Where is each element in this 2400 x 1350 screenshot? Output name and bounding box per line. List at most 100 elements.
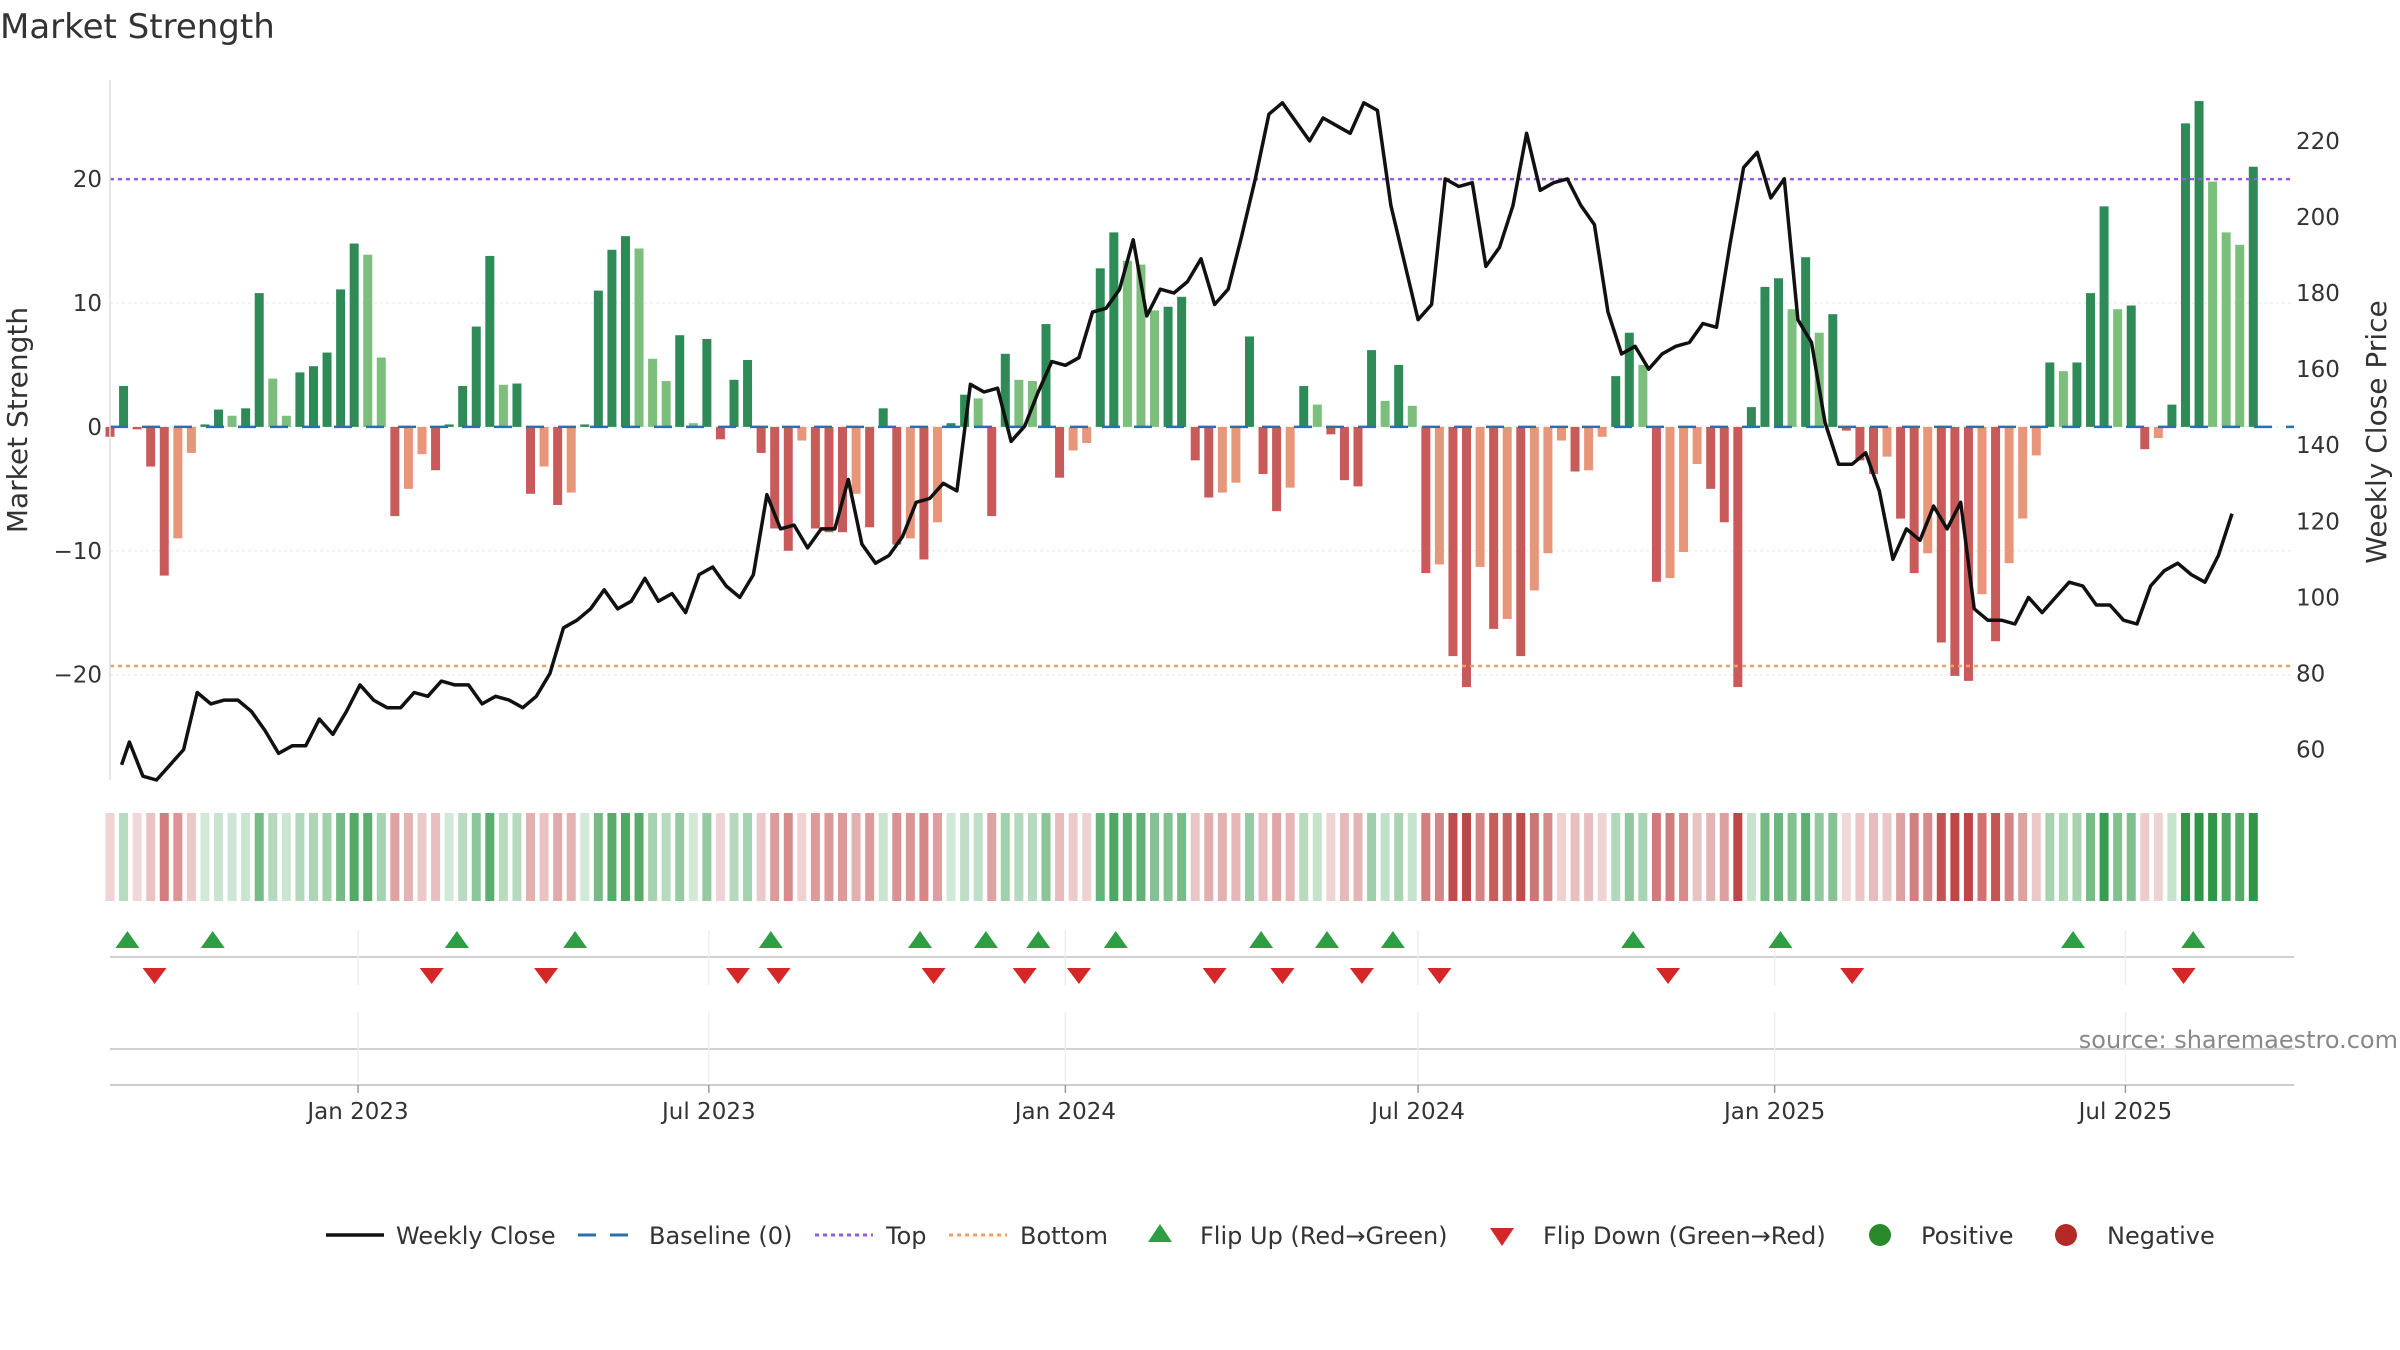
strength-bar xyxy=(783,426,793,551)
strength-bar xyxy=(932,426,942,523)
strength-bar xyxy=(1692,426,1702,465)
strength-bar xyxy=(119,386,129,427)
strength-bar xyxy=(1787,309,1797,427)
heat-cell xyxy=(1719,813,1729,901)
strength-bar xyxy=(1326,426,1336,435)
heat-cell xyxy=(1150,813,1160,901)
heat-cell xyxy=(702,813,712,901)
heat-cell xyxy=(634,813,644,901)
strength-bar xyxy=(159,426,169,576)
heat-cell xyxy=(159,813,169,901)
strength-bar xyxy=(363,254,373,427)
heat-cell xyxy=(363,813,373,901)
source-credit: source: sharemaestro.com xyxy=(2079,1026,2398,1054)
heat-cell xyxy=(1217,813,1227,901)
strength-bar xyxy=(146,426,156,467)
heat-cell xyxy=(105,813,115,901)
strength-bar xyxy=(1000,353,1010,427)
heat-cell xyxy=(797,813,807,901)
flip-up-marker xyxy=(563,931,588,948)
strength-bar xyxy=(2153,426,2163,439)
strength-bar xyxy=(1014,379,1024,427)
strength-bar xyxy=(1177,296,1187,427)
heat-cell xyxy=(1204,813,1214,901)
heat-cell xyxy=(1556,813,1566,901)
strength-bar xyxy=(2167,404,2177,427)
heat-cell xyxy=(241,813,251,901)
heat-cell xyxy=(1285,813,1295,901)
heat-cell xyxy=(1177,813,1187,901)
strength-bar xyxy=(1394,364,1404,427)
strength-bar xyxy=(1977,426,1987,595)
strength-bar xyxy=(1163,306,1173,427)
strength-bars xyxy=(105,101,2258,688)
strength-bar xyxy=(1936,426,1946,643)
flip-down-marker xyxy=(1840,968,1865,984)
heat-cell xyxy=(295,813,305,901)
strength-heat-strip xyxy=(105,813,2258,901)
heat-cell xyxy=(1936,813,1946,901)
strength-bar xyxy=(688,423,698,427)
heat-cell xyxy=(526,813,536,901)
strength-bar xyxy=(743,360,753,427)
heat-cell xyxy=(1611,813,1621,901)
heat-cell xyxy=(1760,813,1770,901)
heat-cell xyxy=(1665,813,1675,901)
heat-cell xyxy=(661,813,671,901)
x-axis: Jan 2023 Jul 2023 Jan 2024 Jul 2024 Jan 2025… xyxy=(110,1084,2294,1125)
strength-bar xyxy=(1909,426,1919,574)
strength-bar xyxy=(661,381,671,427)
strength-bar xyxy=(458,386,468,427)
heat-cell xyxy=(1963,813,1973,901)
weekly-close-series xyxy=(119,101,2234,782)
heat-cell xyxy=(770,813,780,901)
strength-bar xyxy=(770,426,780,529)
strength-bar xyxy=(295,372,305,427)
heat-cell xyxy=(539,813,549,901)
heat-cell xyxy=(892,813,902,901)
flip-down-marker xyxy=(1202,968,1227,984)
strength-bar xyxy=(2126,305,2136,427)
heat-cell xyxy=(1475,813,1485,901)
heat-cell xyxy=(2086,813,2096,901)
heat-cell xyxy=(1923,813,1933,901)
heat-cell xyxy=(2194,813,2204,901)
legend-swatch-flip-down xyxy=(1490,1228,1514,1246)
heat-cell xyxy=(1434,813,1444,901)
strength-bar xyxy=(1679,426,1689,553)
heat-cell xyxy=(1082,813,1092,901)
strength-bar xyxy=(1082,426,1092,444)
heat-cell xyxy=(1801,813,1811,901)
strength-bar xyxy=(1122,260,1132,427)
strength-bar xyxy=(1638,364,1648,427)
heat-cell xyxy=(1041,813,1051,901)
strength-bar xyxy=(526,426,536,494)
strength-bar xyxy=(580,424,590,427)
heat-cell xyxy=(1095,813,1105,901)
x-tick-label: Jul 2025 xyxy=(2077,1099,2173,1125)
heat-cell xyxy=(715,813,725,901)
flip-down-marker xyxy=(2171,968,2196,984)
heat-cell xyxy=(1109,813,1119,901)
strength-bar xyxy=(268,378,278,427)
strength-bar xyxy=(308,366,318,427)
strength-bar xyxy=(1190,426,1200,461)
y2-tick-label: 200 xyxy=(2296,205,2340,231)
strength-bar xyxy=(648,358,658,427)
strength-bar xyxy=(634,248,644,427)
heat-cell xyxy=(1122,813,1132,901)
flip-down-marker xyxy=(1656,968,1681,984)
heat-cell xyxy=(308,813,318,901)
flip-up-marker xyxy=(200,931,225,948)
heat-cell xyxy=(2221,813,2231,901)
flip-down-marker xyxy=(142,968,167,984)
strength-bar xyxy=(281,415,291,427)
heat-cell xyxy=(878,813,888,901)
strength-bar xyxy=(227,415,237,427)
strength-bar xyxy=(498,384,508,427)
heat-cell xyxy=(2180,813,2190,901)
flip-up-marker xyxy=(1249,931,1274,948)
flip-up-marker xyxy=(973,931,998,948)
heat-cell xyxy=(2235,813,2245,901)
strength-bar xyxy=(1380,400,1390,427)
